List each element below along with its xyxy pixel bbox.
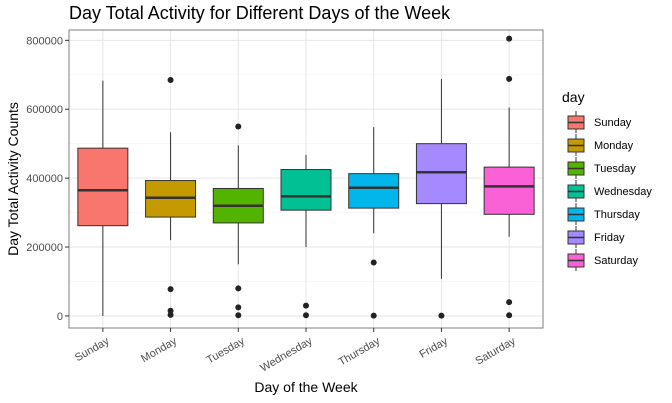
box-tuesday <box>212 123 264 319</box>
x-tick-label: Saturday <box>474 335 519 368</box>
y-tick-label: 0 <box>57 311 63 323</box>
legend-label: Saturday <box>594 255 639 267</box>
y-axis-title: Day Total Activity Counts <box>5 102 21 256</box>
legend-label: Friday <box>594 232 625 244</box>
outlier-point <box>235 123 242 130</box>
outlier-point <box>303 312 309 319</box>
y-tick-label: 200000 <box>26 242 63 254</box>
legend-item-thursday: Thursday <box>567 203 640 225</box>
box-saturday <box>483 35 535 319</box>
y-tick-label: 600000 <box>26 104 63 116</box>
outlier-point <box>167 311 174 318</box>
legend-title: day <box>562 89 585 105</box>
box-iqr <box>348 173 400 209</box>
legend-label: Wednesday <box>594 186 652 198</box>
box-friday <box>415 78 467 319</box>
x-tick-label: Tuesday <box>205 335 248 367</box>
box-iqr <box>280 169 332 211</box>
legend-label: Sunday <box>594 117 632 129</box>
box-wednesday <box>280 154 332 319</box>
outlier-point <box>370 312 377 319</box>
y-tick-label: 400000 <box>26 173 63 185</box>
outlier-point <box>303 302 309 309</box>
outlier-point <box>506 299 513 306</box>
outlier-point <box>438 312 445 319</box>
y-tick-label: 800000 <box>26 35 63 47</box>
outlier-point <box>506 75 513 82</box>
legend-item-friday: Friday <box>567 226 625 248</box>
box-iqr <box>415 143 467 205</box>
x-axis: Sunday Monday Tuesday Wednesday Thursday Frid… <box>73 328 518 375</box>
chart-title: Day Total Activity for Different Days of… <box>69 3 451 23</box>
outlier-point <box>167 76 174 83</box>
box-thursday <box>348 127 400 319</box>
x-tick-label: Sunday <box>73 335 112 364</box>
outlier-point <box>370 259 377 266</box>
box-iqr <box>77 147 129 227</box>
box-monday <box>145 76 197 318</box>
legend-item-wednesday: Wednesday <box>567 180 652 202</box>
legend-label: Monday <box>594 140 634 152</box>
x-tick-label: Monday <box>139 335 179 365</box>
x-tick-label: Thursday <box>336 335 382 369</box>
x-tick-label: Friday <box>417 335 450 361</box>
box-sunday <box>77 80 129 316</box>
outlier-point <box>167 307 174 314</box>
legend: day Sunday Monday Tuesday Wednesday Thursday… <box>562 89 652 271</box>
legend-label: Tuesday <box>594 163 636 175</box>
x-tick-label: Wednesday <box>258 335 315 375</box>
box-layer <box>77 35 535 319</box>
outlier-point <box>506 35 513 42</box>
outlier-point <box>235 312 242 319</box>
outlier-point <box>506 312 513 319</box>
box-iqr <box>483 166 535 215</box>
outlier-point <box>235 304 242 311</box>
legend-item-sunday: Sunday <box>567 111 632 133</box>
outlier-point <box>167 286 174 293</box>
legend-item-monday: Monday <box>567 134 634 156</box>
legend-label: Thursday <box>594 209 640 221</box>
legend-item-saturday: Saturday <box>567 249 639 271</box>
legend-item-tuesday: Tuesday <box>567 157 636 179</box>
x-axis-title: Day of the Week <box>254 379 358 395</box>
y-axis: 0 200000 400000 600000 800000 <box>26 35 69 323</box>
outlier-point <box>235 285 242 292</box>
